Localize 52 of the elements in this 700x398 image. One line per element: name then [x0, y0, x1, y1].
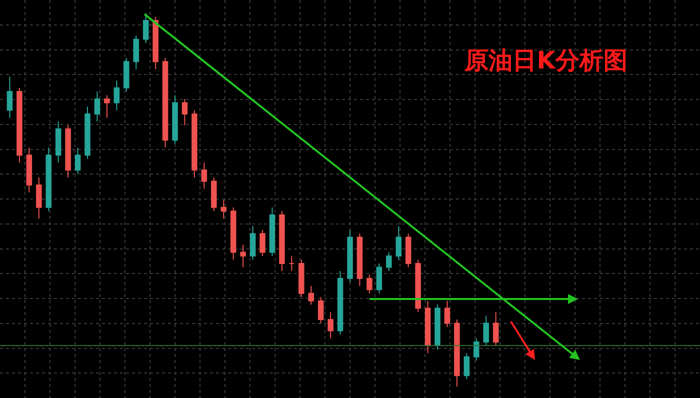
- candlestick: [454, 319, 460, 388]
- candlestick: [84, 106, 90, 160]
- candlestick: [182, 98, 188, 126]
- candlestick: [269, 206, 276, 256]
- candlestick: [211, 177, 217, 212]
- candlestick: [444, 300, 450, 328]
- candlestick: [483, 315, 489, 346]
- candlestick: [337, 270, 344, 335]
- candlestick: [298, 259, 304, 298]
- candlestick: [396, 226, 402, 260]
- text: 原油日K分析图: [464, 46, 628, 75]
- candlestick: [318, 296, 324, 324]
- candlestick: [220, 199, 226, 220]
- candlestick: [46, 147, 52, 212]
- candlestick: [65, 124, 71, 178]
- candlestick: [240, 244, 246, 268]
- candlestick: [424, 300, 431, 354]
- candlestick: [36, 177, 42, 220]
- candlestick: [308, 285, 314, 306]
- candlestick: [201, 162, 208, 190]
- candlestick: [124, 57, 130, 92]
- candlestick: [55, 120, 62, 164]
- candlestick: [464, 352, 470, 380]
- candlestick: [133, 35, 139, 70]
- candlestick: [434, 304, 440, 350]
- candlestick: [104, 94, 110, 118]
- candlestick: [6, 76, 13, 118]
- candlestick: [356, 233, 363, 286]
- candlestick: [288, 255, 295, 272]
- candlestick: [152, 16, 158, 70]
- candlestick: [405, 233, 412, 268]
- candlestick: [347, 229, 353, 283]
- candlestick: [16, 87, 22, 164]
- candlestick: [142, 12, 149, 44]
- candlestick: [328, 312, 334, 339]
- candlestick: [376, 262, 382, 294]
- candlestick: [474, 338, 480, 362]
- candlestick: [386, 252, 392, 272]
- candlestick: [162, 57, 168, 148]
- candlestick: [250, 226, 256, 260]
- candlestick: [492, 312, 499, 346]
- candlestick: [260, 229, 266, 256]
- candlestick: [94, 91, 100, 122]
- candlestick: [26, 147, 32, 193]
- candlestick: [230, 206, 236, 260]
- candlestick: [172, 94, 178, 144]
- candlestick: [366, 274, 372, 294]
- candlestick: [74, 147, 81, 174]
- candlestick: [279, 210, 285, 272]
- candlestick: [415, 259, 421, 313]
- candlestick: [114, 80, 120, 111]
- candlestick: [192, 110, 198, 178]
